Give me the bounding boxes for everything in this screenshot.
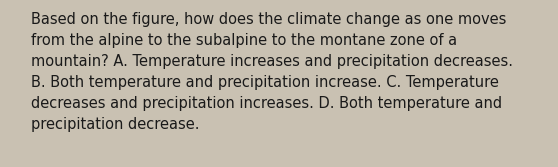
Text: Based on the figure, how does the climate change as one moves
from the alpine to: Based on the figure, how does the climat… <box>31 12 513 132</box>
